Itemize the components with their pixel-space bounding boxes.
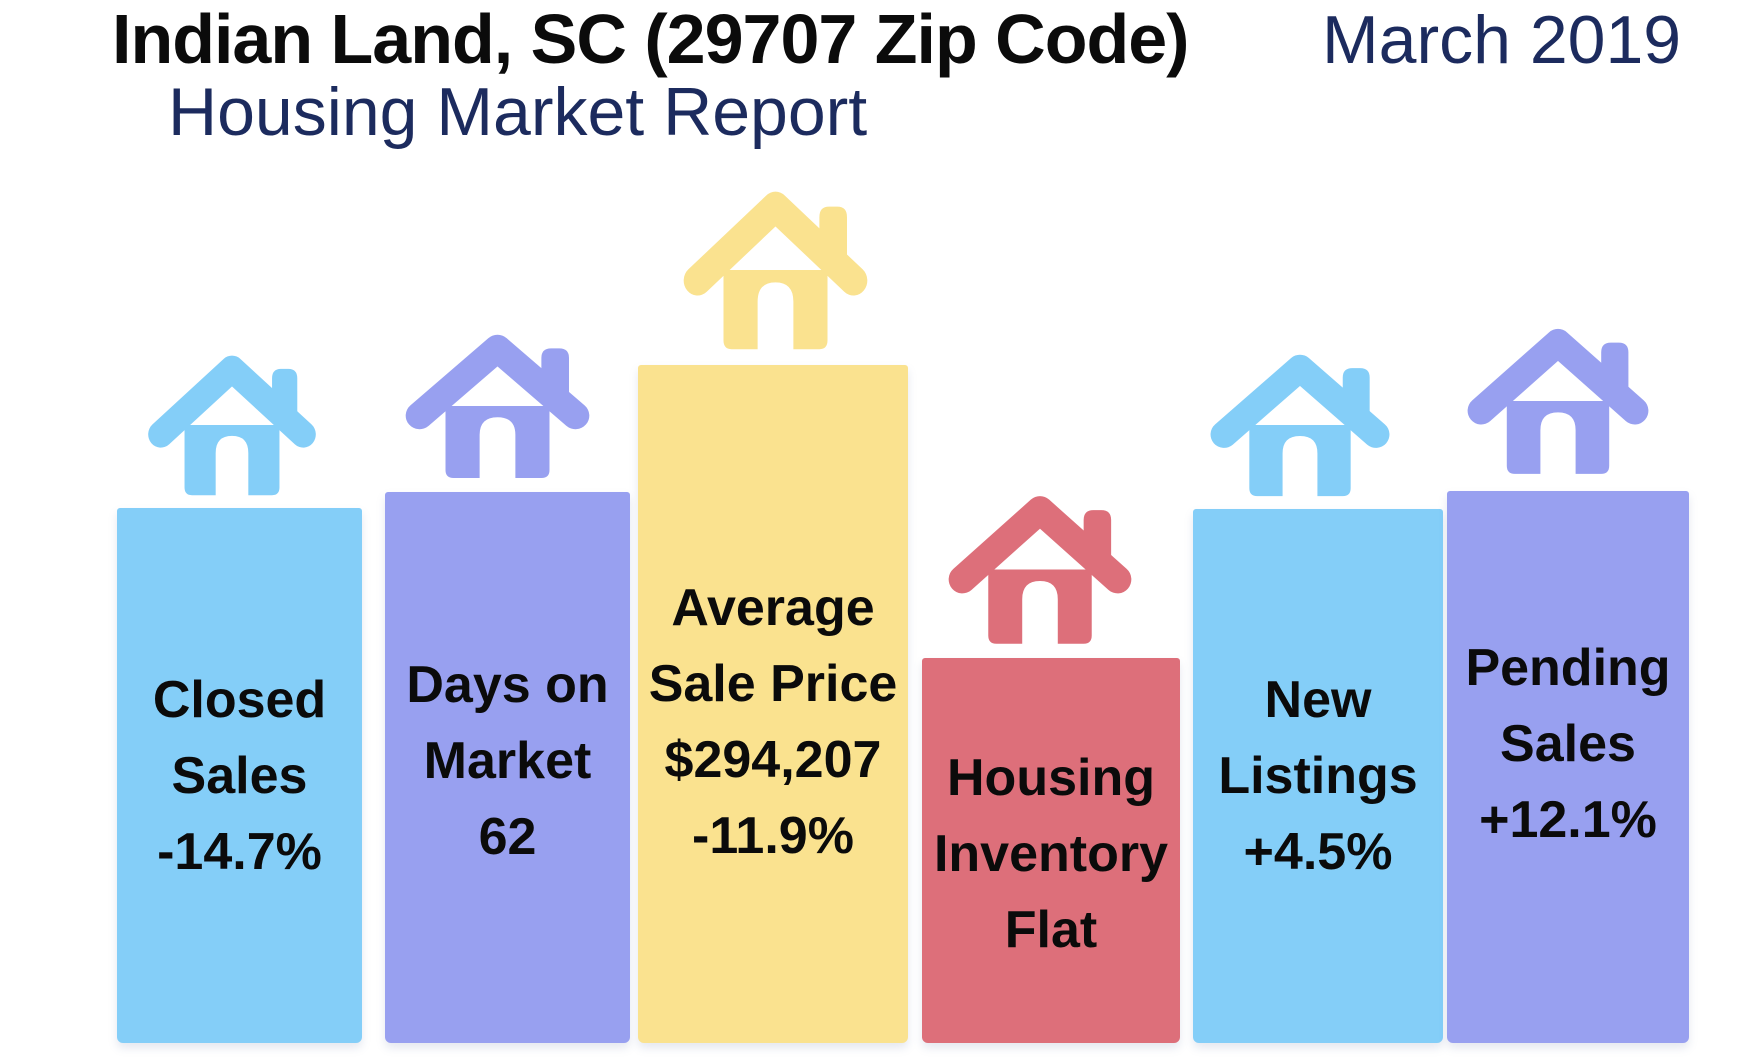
bar-label-line: Listings xyxy=(1218,747,1418,805)
house-icon xyxy=(678,182,873,358)
bar-label-line: New xyxy=(1264,671,1372,729)
bar-value: $294,207 xyxy=(664,731,882,789)
page-subtitle: Housing Market Report xyxy=(168,74,868,150)
bar-label-line: Closed xyxy=(152,671,327,729)
bar-new-listings: New Listings +4.5% xyxy=(1193,509,1443,1043)
bar-label-line: Average xyxy=(671,579,875,637)
bar-average-sale-price: Average Sale Price $294,207 -11.9% xyxy=(638,365,908,1043)
house-icon xyxy=(943,487,1137,652)
bar-housing-inventory: Housing Inventory Flat xyxy=(922,658,1180,1043)
house-icon xyxy=(1205,346,1395,504)
bar-value: Flat xyxy=(1004,901,1098,959)
house-icon xyxy=(143,347,321,503)
bar-label-line: Sales xyxy=(171,747,308,805)
house-icon xyxy=(1462,320,1654,482)
bar-value: +12.1% xyxy=(1479,791,1657,849)
bar-label-line: Inventory xyxy=(933,825,1169,883)
bar-label-line: Sales xyxy=(1500,715,1636,773)
bar-label-line: Days on xyxy=(406,656,609,714)
bar-value: -11.9% xyxy=(692,807,854,865)
bar-label-line: Pending xyxy=(1465,639,1671,697)
bar-label-line: Housing xyxy=(947,749,1155,807)
bar-pending-sales: Pending Sales +12.1% xyxy=(1447,491,1689,1043)
house-icon xyxy=(400,326,595,486)
bar-value: 62 xyxy=(478,808,537,866)
bar-value: +4.5% xyxy=(1243,823,1393,881)
page-title: Indian Land, SC (29707 Zip Code) xyxy=(112,0,1189,78)
bar-closed-sales: Closed Sales -14.7% xyxy=(117,508,362,1043)
bar-label-line: Sale Price xyxy=(648,655,898,713)
bar-label-line: Market xyxy=(423,732,592,790)
bar-value: -14.7% xyxy=(157,823,322,881)
report-date: March 2019 xyxy=(1322,2,1682,78)
bar-days-on-market: Days on Market 62 xyxy=(385,492,630,1043)
